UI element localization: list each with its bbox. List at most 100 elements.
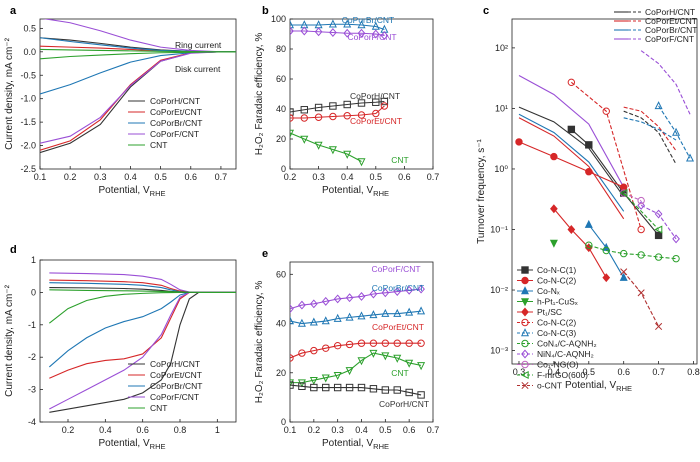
legend-item: Co-N-C(2) bbox=[537, 276, 576, 286]
marker-triangle-left bbox=[654, 225, 663, 234]
marker-triangle-down bbox=[290, 379, 295, 388]
marker-square bbox=[369, 385, 378, 393]
series-line bbox=[290, 30, 385, 37]
marker-circle bbox=[521, 318, 529, 327]
series-line bbox=[49, 289, 236, 293]
series-line bbox=[49, 291, 236, 410]
series-line bbox=[518, 117, 625, 220]
series-line bbox=[623, 192, 660, 230]
marker-circle bbox=[381, 339, 390, 347]
series-line bbox=[518, 106, 625, 197]
marker-triangle-down bbox=[417, 362, 426, 371]
series-line bbox=[290, 342, 422, 359]
marker-circle bbox=[672, 254, 680, 263]
marker-triangle bbox=[672, 127, 681, 136]
x-axis-label-sub: RHE bbox=[373, 189, 389, 198]
marker-circle bbox=[550, 152, 558, 161]
x-tick-label: 0.7 bbox=[215, 172, 228, 182]
marker-triangle-down bbox=[328, 146, 337, 155]
annotation-disk-current: Disk current bbox=[175, 64, 221, 74]
marker-circle bbox=[300, 114, 308, 122]
panel-label: c bbox=[483, 5, 489, 17]
legend-item: CoPorH/CNT bbox=[150, 96, 200, 106]
plot-frame bbox=[39, 259, 237, 423]
marker-circle bbox=[521, 339, 529, 348]
series-markers bbox=[654, 101, 695, 162]
legend-marker bbox=[521, 318, 529, 327]
series-markers bbox=[549, 239, 558, 248]
marker-circle bbox=[602, 107, 610, 115]
marker-circle bbox=[619, 183, 628, 191]
y-tick-label: -2.5 bbox=[20, 164, 36, 174]
series-line bbox=[623, 117, 677, 141]
legend-item: Co-N-C(3) bbox=[537, 328, 576, 338]
marker-triangle bbox=[333, 313, 342, 322]
marker-square bbox=[300, 106, 309, 114]
marker-triangle-down bbox=[345, 367, 354, 376]
x-tick-label: 0.8 bbox=[174, 425, 187, 435]
marker-triangle-down bbox=[309, 376, 318, 385]
series-line bbox=[518, 141, 624, 188]
x-tick-label: 0.6 bbox=[617, 367, 630, 377]
y-tick-label: 10¹ bbox=[495, 103, 508, 113]
marker-diamond bbox=[381, 288, 390, 298]
legend-marker bbox=[521, 307, 529, 317]
legend-item: o-CNT bbox=[537, 381, 562, 391]
x-tick-label: 0.4 bbox=[548, 367, 561, 377]
marker-triangle-down bbox=[357, 357, 366, 366]
series-markers bbox=[290, 102, 389, 122]
marker-triangle-down bbox=[405, 359, 414, 368]
marker-square bbox=[290, 108, 294, 116]
y-tick-label: 1 bbox=[31, 255, 36, 265]
series-line bbox=[570, 81, 642, 230]
x-tick-label: 0.2 bbox=[308, 425, 321, 435]
series-label: CNT bbox=[391, 155, 408, 165]
x-tick-label: 0.6 bbox=[136, 425, 149, 435]
marker-triangle-down bbox=[357, 158, 366, 167]
marker-x bbox=[521, 381, 529, 390]
series-markers bbox=[290, 97, 389, 116]
y-tick-label: -1 bbox=[28, 320, 36, 330]
marker-triangle-down bbox=[321, 374, 330, 383]
x-tick-label: 0.7 bbox=[652, 367, 665, 377]
marker-circle bbox=[380, 102, 389, 110]
marker-circle bbox=[567, 78, 576, 87]
marker-diamond bbox=[654, 209, 663, 219]
series-markers bbox=[585, 241, 680, 263]
marker-square bbox=[314, 103, 323, 112]
marker-diamond bbox=[550, 204, 558, 214]
marker-diamond bbox=[357, 291, 366, 301]
marker-square bbox=[329, 102, 337, 110]
series-markers bbox=[290, 26, 389, 40]
legend-item: Co-N-C(2) bbox=[537, 318, 576, 328]
series-line bbox=[588, 244, 677, 260]
legend-item: Co-N-C(1) bbox=[537, 265, 576, 275]
legend-item: CNT bbox=[150, 403, 167, 413]
legend-item: CNT bbox=[150, 140, 167, 150]
series-markers bbox=[290, 381, 425, 399]
legend-item: CoPorBr/CNT bbox=[150, 118, 202, 128]
marker-diamond bbox=[521, 349, 529, 359]
marker-circle bbox=[637, 225, 645, 234]
y-axis-label: Current density, mA cm⁻² bbox=[4, 37, 15, 149]
y-tick-label: 10⁻¹ bbox=[490, 224, 508, 234]
legend-marker bbox=[521, 276, 529, 285]
marker-circle bbox=[322, 344, 330, 352]
marker-square bbox=[372, 98, 380, 106]
marker-triangle-down bbox=[549, 239, 558, 248]
series-markers bbox=[619, 189, 663, 234]
marker-square bbox=[333, 383, 342, 392]
marker-diamond bbox=[567, 225, 576, 234]
x-axis-label-sub: RHE bbox=[150, 189, 166, 198]
marker-triangle bbox=[619, 272, 628, 281]
marker-diamond bbox=[290, 26, 294, 36]
y-tick-label: -1.5 bbox=[20, 117, 36, 127]
marker-diamond bbox=[290, 304, 294, 314]
marker-x bbox=[655, 322, 663, 331]
series-line bbox=[290, 132, 362, 162]
y-axis-label: H₂O₂ Faradaic efficiency, % bbox=[254, 33, 265, 156]
y-tick-label: 0 bbox=[31, 287, 36, 297]
marker-circle bbox=[521, 360, 529, 369]
marker-triangle bbox=[297, 318, 306, 327]
